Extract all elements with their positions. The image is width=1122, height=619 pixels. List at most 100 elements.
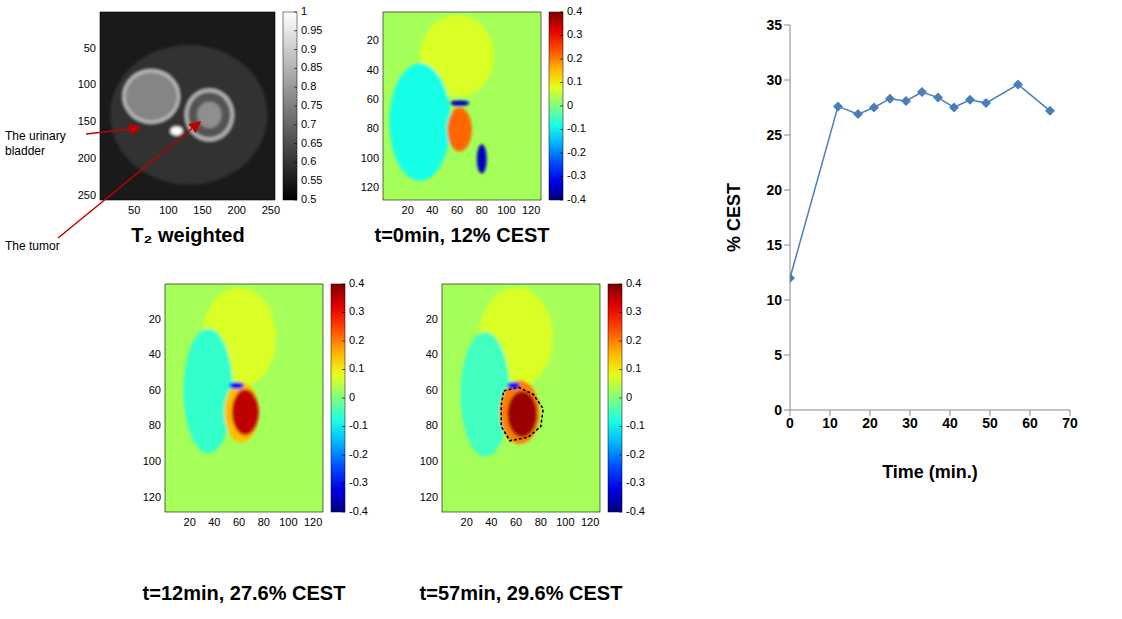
svg-text:-0.3: -0.3 <box>626 476 645 488</box>
svg-text:-0.4: -0.4 <box>567 193 586 205</box>
svg-text:60: 60 <box>510 516 522 528</box>
svg-text:60: 60 <box>233 516 245 528</box>
svg-text:120: 120 <box>304 516 322 528</box>
svg-text:80: 80 <box>426 419 438 431</box>
svg-text:200: 200 <box>78 152 96 164</box>
svg-text:10: 10 <box>766 292 782 308</box>
svg-text:100: 100 <box>159 204 177 216</box>
svg-text:200: 200 <box>228 204 246 216</box>
svg-text:-0.3: -0.3 <box>567 169 586 181</box>
svg-text:20: 20 <box>367 34 379 46</box>
svg-text:80: 80 <box>535 516 547 528</box>
svg-text:100: 100 <box>78 78 96 90</box>
svg-text:0.85: 0.85 <box>301 61 322 73</box>
svg-text:0.8: 0.8 <box>301 80 316 92</box>
svg-text:40: 40 <box>367 64 379 76</box>
svg-text:0.3: 0.3 <box>626 305 641 317</box>
svg-text:0.3: 0.3 <box>567 28 582 40</box>
svg-text:-0.3: -0.3 <box>349 476 368 488</box>
svg-text:20: 20 <box>426 313 438 325</box>
svg-text:-0.2: -0.2 <box>349 448 368 460</box>
svg-text:150: 150 <box>193 204 211 216</box>
svg-text:100: 100 <box>279 516 297 528</box>
svg-text:-0.4: -0.4 <box>626 505 645 517</box>
svg-text:40: 40 <box>426 204 438 216</box>
svg-text:T₂ weighted: T₂ weighted <box>131 224 244 246</box>
svg-text:30: 30 <box>902 415 918 431</box>
svg-text:-0.1: -0.1 <box>349 419 368 431</box>
svg-text:-0.2: -0.2 <box>626 448 645 460</box>
svg-text:80: 80 <box>476 204 488 216</box>
svg-text:35: 35 <box>766 17 782 33</box>
svg-text:0: 0 <box>567 99 573 111</box>
svg-text:20: 20 <box>149 313 161 325</box>
svg-text:0.3: 0.3 <box>349 305 364 317</box>
svg-text:120: 120 <box>143 491 161 503</box>
svg-text:0.4: 0.4 <box>349 277 364 289</box>
svg-text:0.1: 0.1 <box>626 362 641 374</box>
svg-text:100: 100 <box>361 152 379 164</box>
svg-text:60: 60 <box>367 93 379 105</box>
svg-text:0: 0 <box>774 402 782 418</box>
svg-text:80: 80 <box>367 122 379 134</box>
svg-text:100: 100 <box>143 455 161 467</box>
svg-text:60: 60 <box>451 204 463 216</box>
svg-text:0: 0 <box>786 415 794 431</box>
svg-text:Time (min.): Time (min.) <box>882 462 978 482</box>
svg-text:250: 250 <box>78 189 96 201</box>
svg-text:0.95: 0.95 <box>301 24 322 36</box>
svg-text:120: 120 <box>420 491 438 503</box>
svg-text:60: 60 <box>426 384 438 396</box>
svg-text:-0.1: -0.1 <box>626 419 645 431</box>
svg-text:60: 60 <box>149 384 161 396</box>
svg-text:1: 1 <box>301 5 307 17</box>
svg-text:-0.4: -0.4 <box>349 505 368 517</box>
svg-text:0.1: 0.1 <box>567 75 582 87</box>
svg-text:0.65: 0.65 <box>301 137 322 149</box>
svg-text:0.2: 0.2 <box>567 52 582 64</box>
svg-text:bladder: bladder <box>5 144 45 158</box>
svg-text:% CEST: % CEST <box>724 183 744 252</box>
svg-text:40: 40 <box>426 348 438 360</box>
svg-text:The tumor: The tumor <box>5 239 60 253</box>
svg-text:0.5: 0.5 <box>301 193 316 205</box>
svg-text:0.55: 0.55 <box>301 174 322 186</box>
svg-text:0: 0 <box>349 391 355 403</box>
svg-text:100: 100 <box>497 204 515 216</box>
svg-text:The urinary: The urinary <box>5 129 66 143</box>
svg-text:40: 40 <box>149 348 161 360</box>
svg-text:0.75: 0.75 <box>301 99 322 111</box>
svg-text:120: 120 <box>361 181 379 193</box>
svg-text:40: 40 <box>208 516 220 528</box>
svg-text:25: 25 <box>766 127 782 143</box>
svg-text:0.2: 0.2 <box>349 334 364 346</box>
svg-text:20: 20 <box>461 516 473 528</box>
svg-text:0.4: 0.4 <box>626 277 641 289</box>
svg-text:20: 20 <box>766 182 782 198</box>
svg-text:100: 100 <box>420 455 438 467</box>
svg-text:15: 15 <box>766 237 782 253</box>
svg-text:80: 80 <box>149 419 161 431</box>
svg-text:20: 20 <box>862 415 878 431</box>
svg-text:20: 20 <box>402 204 414 216</box>
svg-text:10: 10 <box>822 415 838 431</box>
svg-text:5: 5 <box>774 347 782 363</box>
svg-text:t=0min, 12% CEST: t=0min, 12% CEST <box>374 224 549 246</box>
svg-text:-0.1: -0.1 <box>567 122 586 134</box>
svg-text:40: 40 <box>485 516 497 528</box>
svg-text:0.9: 0.9 <box>301 43 316 55</box>
svg-text:250: 250 <box>262 204 280 216</box>
svg-text:t=12min, 27.6% CEST: t=12min, 27.6% CEST <box>143 582 346 604</box>
svg-text:0.4: 0.4 <box>567 5 582 17</box>
svg-text:70: 70 <box>1062 415 1078 431</box>
svg-text:30: 30 <box>766 72 782 88</box>
svg-text:0.2: 0.2 <box>626 334 641 346</box>
svg-text:0.6: 0.6 <box>301 155 316 167</box>
svg-text:80: 80 <box>258 516 270 528</box>
svg-text:0.1: 0.1 <box>349 362 364 374</box>
svg-text:20: 20 <box>184 516 196 528</box>
svg-text:150: 150 <box>78 115 96 127</box>
svg-text:120: 120 <box>581 516 599 528</box>
svg-text:0.7: 0.7 <box>301 118 316 130</box>
svg-text:60: 60 <box>1022 415 1038 431</box>
